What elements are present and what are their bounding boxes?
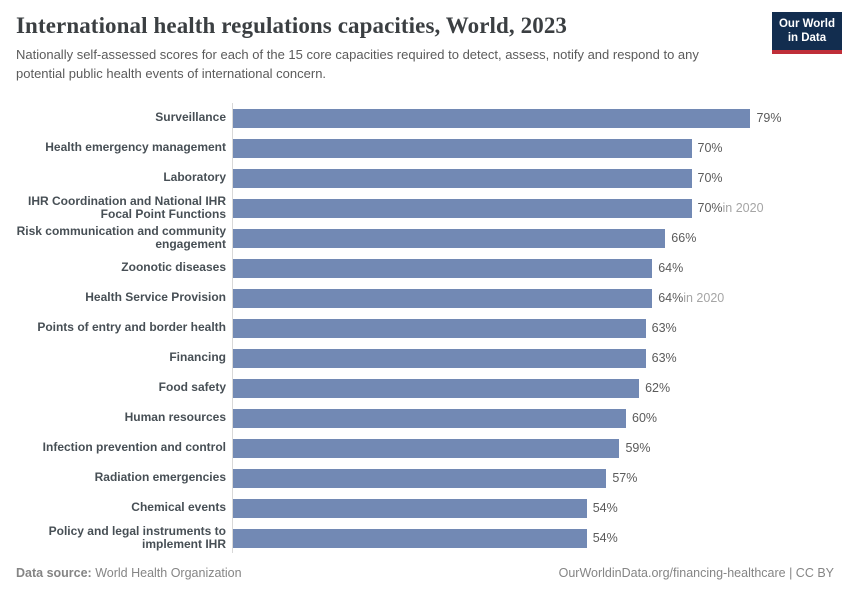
bar[interactable] (233, 228, 666, 248)
bar-area: 63% (232, 343, 850, 373)
category-label: Health emergency management (45, 140, 226, 155)
table-row: Health emergency management 70% (0, 133, 850, 163)
category-label: Financing (169, 350, 226, 365)
bar-area: 64% (232, 253, 850, 283)
data-source-value: World Health Organization (91, 566, 242, 580)
category-label: Health Service Provision (85, 290, 226, 305)
value-note: in 2020 (722, 201, 764, 215)
bar[interactable] (233, 108, 751, 128)
table-row: Radiation emergencies 57% (0, 463, 850, 493)
bar-rows: Surveillance 79% Health emergency manage… (0, 103, 850, 553)
bar-area: 63% (232, 313, 850, 343)
value-label: 63% (651, 351, 677, 365)
value-label: 79% (756, 111, 782, 125)
chart-subtitle: Nationally self-assessed scores for each… (16, 47, 699, 81)
category-label: Human resources (124, 410, 226, 425)
bar[interactable] (233, 498, 587, 518)
chart-footer: Data source: World Health Organization O… (16, 566, 834, 580)
data-source: Data source: World Health Organization (16, 566, 242, 580)
value-note: in 2020 (683, 291, 725, 305)
bar-area: 66% (232, 223, 850, 253)
owid-logo[interactable]: Our World in Data (771, 12, 842, 54)
bar-area: 59% (232, 433, 850, 463)
category-label: IHR Coordination and National IHR Focal … (28, 193, 226, 221)
bar-area: 64% in 2020 (232, 283, 850, 313)
value-label: 62% (645, 381, 671, 395)
value-label: 70% (697, 141, 723, 155)
table-row: IHR Coordination and National IHR Focal … (0, 193, 850, 223)
bar[interactable] (233, 318, 646, 338)
bar-chart: Surveillance 79% Health emergency manage… (0, 103, 850, 553)
table-row: Infection prevention and control 59% (0, 433, 850, 463)
value-label: 59% (625, 441, 651, 455)
bar-area: 54% (232, 493, 850, 523)
value-label: 66% (671, 231, 697, 245)
bar[interactable] (233, 348, 646, 368)
bar[interactable] (233, 138, 692, 158)
category-label: Zoonotic diseases (121, 260, 226, 275)
table-row: Risk communication and community engagem… (0, 223, 850, 253)
page-title: International health regulations capacit… (16, 13, 568, 38)
table-row: Health Service Provision 64% in 2020 (0, 283, 850, 313)
table-row: Food safety 62% (0, 373, 850, 403)
value-label: 64% (658, 261, 684, 275)
category-label: Chemical events (131, 500, 226, 515)
bar[interactable] (233, 438, 620, 458)
bar[interactable] (233, 168, 692, 188)
owid-logo-line1: Our World (778, 18, 835, 30)
category-label: Surveillance (155, 110, 226, 125)
bar-area: 70% (232, 163, 850, 193)
category-label: Points of entry and border health (37, 320, 226, 335)
table-row: Points of entry and border health 63% (0, 313, 850, 343)
credit-link[interactable]: OurWorldinData.org/financing-healthcare … (558, 566, 834, 580)
table-row: Financing 63% (0, 343, 850, 373)
value-label: 70% (697, 171, 723, 185)
value-label: 63% (651, 321, 677, 335)
category-label: Radiation emergencies (94, 470, 226, 485)
bar[interactable] (233, 258, 653, 278)
table-row: Zoonotic diseases 64% (0, 253, 850, 283)
value-label: 54% (592, 501, 618, 515)
bar-area: 57% (232, 463, 850, 493)
table-row: Surveillance 79% (0, 103, 850, 133)
table-row: Policy and legal instruments to implemen… (0, 523, 850, 553)
table-row: Human resources 60% (0, 403, 850, 433)
category-label: Infection prevention and control (42, 440, 226, 455)
chart-header: International health regulations capacit… (16, 13, 750, 84)
value-label: 60% (632, 411, 658, 425)
value-label: 70% (697, 201, 723, 215)
value-label: 54% (592, 531, 618, 545)
bar[interactable] (233, 288, 653, 308)
bar-area: 54% (232, 523, 850, 553)
bar[interactable] (233, 378, 640, 398)
bar-area: 62% (232, 373, 850, 403)
bar-area: 70% in 2020 (232, 193, 850, 223)
bar-area: 70% (232, 133, 850, 163)
category-label: Risk communication and community engagem… (16, 223, 226, 251)
category-label: Policy and legal instruments to implemen… (48, 523, 226, 551)
bar[interactable] (233, 468, 607, 488)
owid-logo-line2: in Data (787, 32, 827, 45)
category-label: Laboratory (163, 170, 226, 185)
bar-area: 60% (232, 403, 850, 433)
data-source-label: Data source: (16, 566, 92, 580)
bar[interactable] (233, 408, 626, 428)
table-row: Chemical events 54% (0, 493, 850, 523)
bar[interactable] (233, 198, 692, 218)
bar[interactable] (233, 528, 587, 548)
category-label: Food safety (158, 380, 226, 395)
table-row: Laboratory 70% (0, 163, 850, 193)
value-label: 64% (658, 291, 684, 305)
bar-area: 79% (232, 103, 850, 133)
value-label: 57% (612, 471, 638, 485)
